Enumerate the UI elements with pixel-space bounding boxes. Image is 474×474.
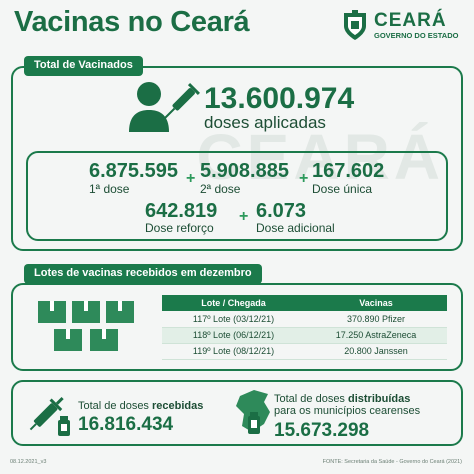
footer-date: 08.12.2021_v3	[10, 459, 47, 465]
dose-label-4: Dose reforço	[145, 221, 214, 235]
received-label-bold: recebidas	[152, 400, 204, 412]
applied-value: 13.600.974	[204, 82, 355, 115]
vacina-cell: 20.800 Janssen	[305, 343, 447, 360]
lote-cell: 119º Lote (08/12/21)	[162, 343, 306, 360]
distributed-label-prefix: Total de doses	[274, 393, 348, 405]
lotes-panel	[11, 283, 463, 371]
vacina-cell: 370.890 Pfizer	[305, 311, 447, 328]
table-row: 118º Lote (06/12/21) 17.250 AstraZeneca	[162, 327, 447, 344]
header: Vacinas no Ceará CEARÁ GOVERNO DO ESTADO	[0, 0, 474, 48]
dose-label-2: 2ª dose	[200, 182, 241, 196]
ceara-map-vial-icon	[236, 390, 270, 434]
plus-sign: +	[299, 170, 309, 187]
dose-label-1: 1ª dose	[89, 182, 130, 196]
plus-sign: +	[239, 208, 249, 225]
table-row: 119º Lote (08/12/21) 20.800 Janssen	[162, 343, 447, 360]
logo-name: CEARÁ	[374, 10, 447, 31]
person-syringe-icon	[129, 82, 200, 132]
footer-source: FONTE: Secretaria da Saúde - Governo do …	[322, 459, 462, 465]
dose-value-3: 167.602	[312, 160, 385, 182]
total-panel	[11, 66, 463, 251]
distributed-label-suffix: para os municípios cearenses	[274, 405, 421, 417]
table-row: 117º Lote (03/12/21) 370.890 Pfizer	[162, 311, 447, 328]
dose-value-1: 6.875.595	[89, 160, 178, 182]
totals-panel	[11, 380, 463, 446]
lote-cell: 117º Lote (03/12/21)	[162, 311, 306, 328]
doses-panel	[26, 151, 448, 241]
table-header-row: Lote / Chegada Vacinas	[162, 295, 447, 311]
lotes-table: Lote / Chegada Vacinas 117º Lote (03/12/…	[162, 295, 447, 360]
page-title: Vacinas no Ceará	[14, 6, 250, 38]
dose-label-3: Dose única	[312, 182, 373, 196]
dose-value-4: 642.819	[145, 200, 218, 222]
column-header-vacinas: Vacinas	[305, 295, 447, 311]
ceara-coat-of-arms-icon	[344, 10, 366, 40]
column-header-lote: Lote / Chegada	[162, 295, 306, 311]
received-value: 16.816.434	[78, 414, 174, 435]
logo-subtitle: GOVERNO DO ESTADO	[374, 31, 459, 40]
applied-label: doses aplicadas	[204, 113, 326, 132]
distributed-label: Total de doses distribuídas para os muni…	[274, 393, 420, 417]
syringe-vial-icon	[29, 397, 70, 436]
dose-value-2: 5.908.885	[200, 160, 289, 182]
received-label-prefix: Total de doses	[78, 400, 152, 412]
lote-cell: 118º Lote (06/12/21)	[162, 327, 306, 344]
vacina-cell: 17.250 AstraZeneca	[305, 327, 447, 344]
received-label: Total de doses recebidas	[78, 400, 203, 412]
dose-label-5: Dose adicional	[256, 221, 335, 235]
vaccine-boxes-icon	[38, 301, 134, 351]
plus-sign: +	[186, 170, 196, 187]
state-logo: CEARÁ GOVERNO DO ESTADO	[340, 10, 460, 42]
distributed-value: 15.673.298	[274, 420, 370, 441]
watermark: CEARÁ	[196, 121, 444, 193]
dose-value-5: 6.073	[256, 200, 307, 222]
lotes-section-label: Lotes de vacinas recebidos em dezembro	[24, 264, 262, 284]
distributed-label-bold: distribuídas	[348, 393, 411, 405]
total-section-label: Total de Vacinados	[24, 56, 143, 76]
